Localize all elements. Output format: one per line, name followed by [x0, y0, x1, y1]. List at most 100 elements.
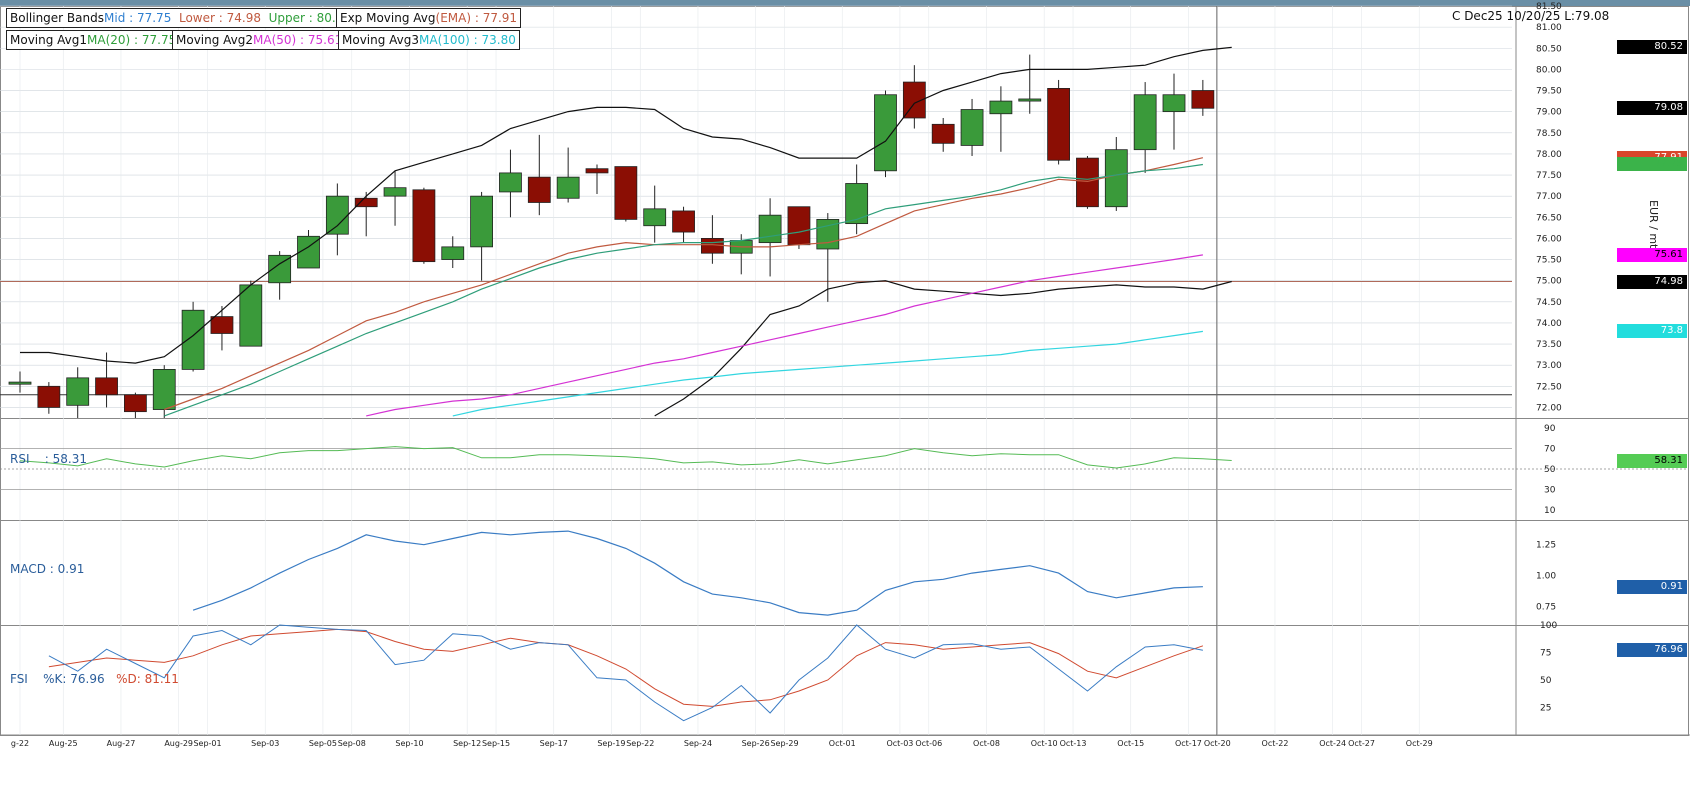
price-tick-label: 75.00	[1536, 277, 1562, 287]
series-ma20	[164, 163, 1203, 417]
series-bollinger-upper	[20, 46, 1232, 364]
candle-up	[1162, 94, 1186, 113]
price-tick-label: 78.00	[1536, 150, 1562, 160]
macd-line	[192, 530, 1203, 616]
rsi-value: : 58.31	[44, 452, 87, 466]
price-tick-label: 74.50	[1536, 298, 1562, 308]
ma3-value-label: MA(100) : 73.80	[419, 33, 516, 47]
ema-legend-label: Exp Moving Avg	[340, 11, 436, 25]
macd-tick-label: 1.25	[1536, 541, 1556, 551]
value-tag-1: 79.08	[1617, 101, 1687, 116]
candle-up	[383, 187, 407, 197]
ma3-legend[interactable]: Moving Avg3MA(100) : 73.80	[338, 30, 520, 50]
candle-up	[66, 377, 90, 406]
price-tick-label: 77.00	[1536, 192, 1562, 202]
price-tick-label: 73.50	[1536, 340, 1562, 350]
bollinger-legend-label: Bollinger Bands	[10, 11, 104, 25]
ma1-legend[interactable]: Moving Avg1MA(20) : 77.75	[6, 30, 181, 50]
price-tick-label: 80.00	[1536, 65, 1562, 75]
time-tick-label: Oct-06	[915, 739, 942, 748]
candle-down	[124, 394, 147, 413]
ma1-legend-label: Moving Avg1	[10, 33, 88, 47]
candle-down	[210, 316, 234, 334]
candle-up	[239, 284, 263, 347]
ma3-legend-label: Moving Avg3	[342, 33, 420, 47]
series-bollinger-lower	[654, 280, 1232, 417]
value-tag-6: 73.8	[1617, 324, 1687, 339]
time-tick-label: Sep-26	[742, 739, 770, 748]
y-axis-title: EUR / mt	[1647, 200, 1660, 249]
value-tag-5: 74.98	[1617, 274, 1687, 289]
bollinger-lower-label: Lower : 74.98	[178, 11, 261, 25]
price-tick-label: 79.00	[1536, 108, 1562, 118]
time-tick-label: Oct-27	[1348, 739, 1375, 748]
value-tag-9: 76.96	[1617, 643, 1687, 658]
macd-tick-label: 0.75	[1536, 602, 1556, 612]
time-tick-label: Sep-29	[770, 739, 798, 748]
time-tick-label: Aug-25	[49, 739, 78, 748]
ema-legend[interactable]: Exp Moving Avg(EMA) : 77.91	[336, 8, 522, 28]
candle-up	[8, 381, 32, 385]
time-tick-label: Oct-10	[1031, 739, 1058, 748]
candle-down	[672, 210, 695, 233]
price-tick-label: 81.00	[1536, 23, 1562, 33]
price-tick-label: 73.00	[1536, 361, 1562, 371]
candle-up	[758, 214, 782, 244]
value-tag-3: 77.75	[1617, 157, 1687, 172]
rsi-label: RSI : 58.31	[10, 452, 87, 466]
time-tick-label: Sep-03	[251, 739, 279, 748]
bollinger-legend[interactable]: Bollinger BandsMid : 77.75 Lower : 74.98…	[6, 8, 355, 28]
ma1-value-label: MA(20) : 77.75	[87, 33, 177, 47]
time-tick-label: Oct-22	[1262, 739, 1289, 748]
candle-down	[931, 123, 955, 144]
bollinger-mid-label: Mid : 77.75	[104, 11, 172, 25]
rsi-tick-label: 30	[1544, 485, 1556, 495]
fsi-d-line	[48, 628, 1204, 707]
candle-down	[585, 168, 609, 174]
time-tick-label: Sep-12	[453, 739, 481, 748]
candle-up	[1104, 149, 1128, 208]
candle-up	[297, 235, 320, 269]
ma2-legend[interactable]: Moving Avg2MA(50) : 75.61	[172, 30, 347, 50]
candle-down	[1047, 88, 1070, 161]
rsi-name: RSI	[10, 452, 30, 466]
time-tick-label: Oct-29	[1406, 739, 1433, 748]
rsi-line	[19, 446, 1232, 469]
fsi-tick-label: 50	[1540, 676, 1552, 686]
price-tick-label: 76.50	[1536, 213, 1562, 223]
time-tick-label: g-22	[11, 739, 29, 748]
panel-border-2	[0, 520, 1689, 626]
value-tag-4: 75.61	[1617, 247, 1687, 262]
candle-down	[37, 385, 61, 408]
ma2-value-label: MA(50) : 75.61	[253, 33, 343, 47]
time-tick-label: Aug-29	[164, 739, 193, 748]
time-tick-label: Sep-17	[540, 739, 568, 748]
candle-up	[152, 369, 176, 410]
time-tick-label: Sep-19	[597, 739, 625, 748]
bollinger-upper-label: Upper : 80.52	[268, 11, 351, 25]
fsi-d-value: %D: 81.11	[116, 672, 179, 686]
candle-down	[787, 206, 811, 246]
candle-up	[874, 94, 897, 172]
series-ma50	[366, 254, 1203, 417]
fsi-name: FSI	[10, 672, 28, 686]
rsi-tick-label: 50	[1544, 465, 1556, 475]
candle-up	[325, 195, 349, 235]
ma2-legend-label: Moving Avg2	[176, 33, 254, 47]
macd-label: MACD : 0.91	[10, 562, 85, 576]
candle-down	[614, 166, 638, 220]
candle-up	[268, 254, 292, 284]
candle-up	[499, 172, 522, 193]
price-tick-label: 80.50	[1536, 44, 1562, 54]
time-tick-label: Sep-08	[338, 739, 366, 748]
time-tick-label: Sep-15	[482, 739, 510, 748]
candle-up	[1018, 98, 1042, 102]
price-tick-label: 74.00	[1536, 319, 1562, 329]
window-top-bar	[0, 0, 1690, 6]
price-tick-label: 72.00	[1536, 403, 1562, 413]
time-tick-label: Oct-01	[829, 739, 856, 748]
value-tag-0: 80.52	[1617, 40, 1687, 55]
candle-up	[845, 183, 869, 225]
fsi-tick-label: 100	[1540, 621, 1557, 631]
rsi-tick-label: 90	[1544, 424, 1556, 434]
